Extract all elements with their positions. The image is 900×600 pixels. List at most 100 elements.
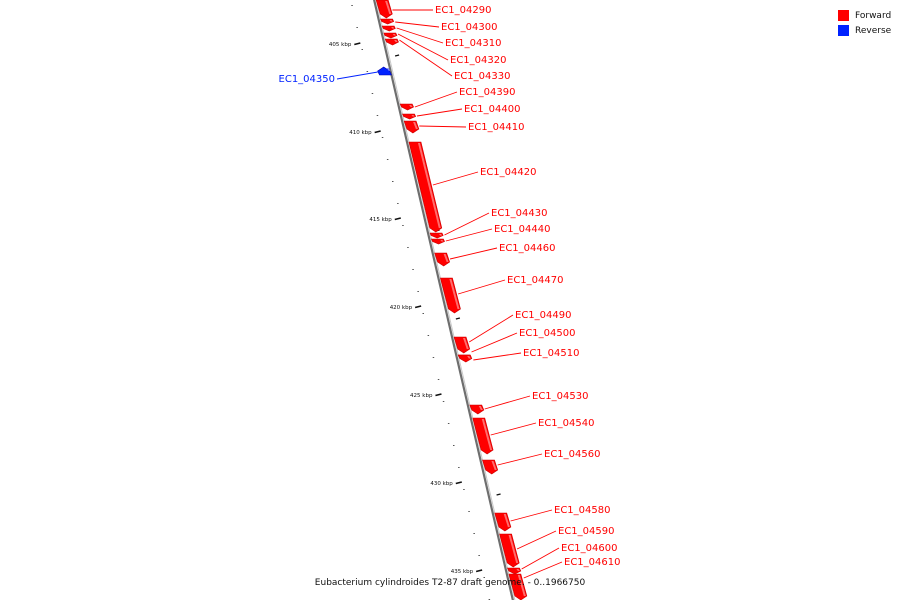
gene-label[interactable]: EC1_04350 — [279, 74, 335, 85]
tick-mark — [414, 305, 422, 309]
gene-label[interactable]: EC1_04590 — [558, 526, 614, 537]
leader-line — [397, 33, 449, 61]
gene-arrow-ec1-04540[interactable] — [472, 417, 494, 455]
tick-label: 410 kbp — [349, 130, 372, 136]
gene-label[interactable]: EC1_04560 — [544, 449, 600, 460]
position-dot — [412, 269, 414, 270]
gene-highlight — [503, 514, 510, 527]
gene-arrow-ec1-04610[interactable] — [508, 573, 528, 600]
gene-label[interactable]: EC1_04430 — [491, 208, 547, 219]
gene-label[interactable]: EC1_04400 — [464, 104, 520, 115]
leader-line — [396, 27, 444, 44]
leader-line — [414, 91, 458, 108]
position-dot — [432, 357, 435, 358]
tick-mark — [394, 217, 401, 221]
leader-line — [416, 108, 463, 117]
gene-label[interactable]: EC1_04600 — [561, 543, 617, 554]
gene-highlight — [391, 27, 395, 29]
leader-line — [445, 228, 493, 242]
leader-line — [395, 21, 440, 28]
gene-label[interactable]: EC1_04610 — [564, 557, 620, 568]
leader-line — [432, 171, 479, 186]
leader-line — [471, 332, 518, 353]
gene-label[interactable]: EC1_04500 — [519, 328, 575, 339]
position-dot — [392, 181, 394, 182]
tick-mark — [455, 481, 462, 485]
gene-label[interactable]: EC1_04490 — [515, 310, 571, 321]
position-dot — [478, 555, 480, 556]
gene-arrow-ec1-04290[interactable] — [375, 0, 393, 19]
gene-highlight — [386, 68, 391, 71]
gene-label[interactable]: EC1_04410 — [468, 122, 524, 133]
legend-label-forward: Forward — [855, 10, 892, 21]
gene-label[interactable]: EC1_04530 — [532, 391, 588, 402]
gene-label[interactable]: EC1_04320 — [450, 55, 506, 66]
position-dot — [427, 335, 430, 336]
genome-backbone-highlight — [375, 0, 516, 600]
gene-highlight — [467, 356, 471, 359]
position-dot — [463, 489, 465, 490]
gene-arrow-ec1-04350[interactable] — [377, 66, 392, 76]
position-dot — [483, 577, 485, 578]
legend: Forward Reverse — [838, 8, 891, 38]
leader-line — [473, 352, 522, 361]
gene-labels: EC1_04290 EC1_04300 EC1_04310 EC1_04320 EC1_… — [279, 5, 620, 579]
gene-arrow-ec1-04420[interactable] — [408, 141, 443, 233]
position-dot — [417, 291, 419, 292]
leader-line — [490, 422, 537, 436]
legend-item-reverse: Reverse — [838, 23, 891, 38]
leader-line — [497, 453, 543, 466]
position-dot — [458, 467, 460, 468]
position-dot — [407, 247, 409, 248]
position-dot — [402, 225, 404, 226]
tick-mark — [394, 54, 400, 57]
gene-arrow-ec1-04470[interactable] — [440, 277, 461, 314]
gene-label[interactable]: EC1_04300 — [441, 22, 497, 33]
position-dot — [356, 27, 358, 28]
tick-label: 430 kbp — [430, 481, 453, 487]
gene-label[interactable]: EC1_04580 — [554, 505, 610, 516]
legend-item-forward: Forward — [838, 8, 891, 23]
gene-label[interactable]: EC1_04510 — [523, 348, 579, 359]
leader-line — [468, 314, 514, 343]
gene-label[interactable]: EC1_04420 — [480, 167, 536, 178]
gene-arrow-ec1-04590[interactable] — [499, 533, 520, 568]
tick-mark — [354, 42, 361, 46]
position-dot — [422, 313, 424, 314]
position-dot — [473, 533, 475, 534]
tick-label: 425 kbp — [410, 393, 433, 399]
tick-label: 435 kbp — [451, 569, 474, 575]
position-dot — [366, 71, 369, 72]
position-dot — [397, 203, 399, 204]
gene-highlight — [463, 338, 469, 349]
leader-line — [484, 395, 531, 410]
tick-label: 420 kbp — [390, 305, 413, 311]
gene-label[interactable]: EC1_04290 — [435, 5, 491, 16]
gene-highlight — [411, 115, 415, 117]
leader-line — [399, 39, 453, 77]
gene-arrow-ec1-04580[interactable] — [494, 512, 512, 532]
gene-label[interactable]: EC1_04440 — [494, 224, 550, 235]
leader-line — [419, 125, 467, 128]
tick-mark — [455, 317, 461, 320]
position-dots — [351, 5, 491, 600]
gene-highlight — [389, 20, 393, 22]
gene-highlight — [443, 254, 449, 262]
gene-highlight — [478, 406, 483, 410]
genome-backbone — [373, 0, 514, 600]
gene-label[interactable]: EC1_04330 — [454, 71, 510, 82]
gene-label[interactable]: EC1_04460 — [499, 243, 555, 254]
leader-line — [336, 71, 378, 80]
gene-highlight — [394, 40, 398, 42]
leader-line — [521, 547, 560, 570]
gene-label[interactable]: EC1_04390 — [459, 87, 515, 98]
gene-highlight — [385, 1, 392, 14]
gene-label[interactable]: EC1_04470 — [507, 275, 563, 286]
position-dot — [381, 137, 384, 138]
tick-mark — [475, 569, 483, 573]
tick-mark — [496, 493, 501, 496]
position-dot — [453, 445, 455, 446]
gene-label[interactable]: EC1_04540 — [538, 418, 594, 429]
gene-label[interactable]: EC1_04310 — [445, 38, 501, 49]
